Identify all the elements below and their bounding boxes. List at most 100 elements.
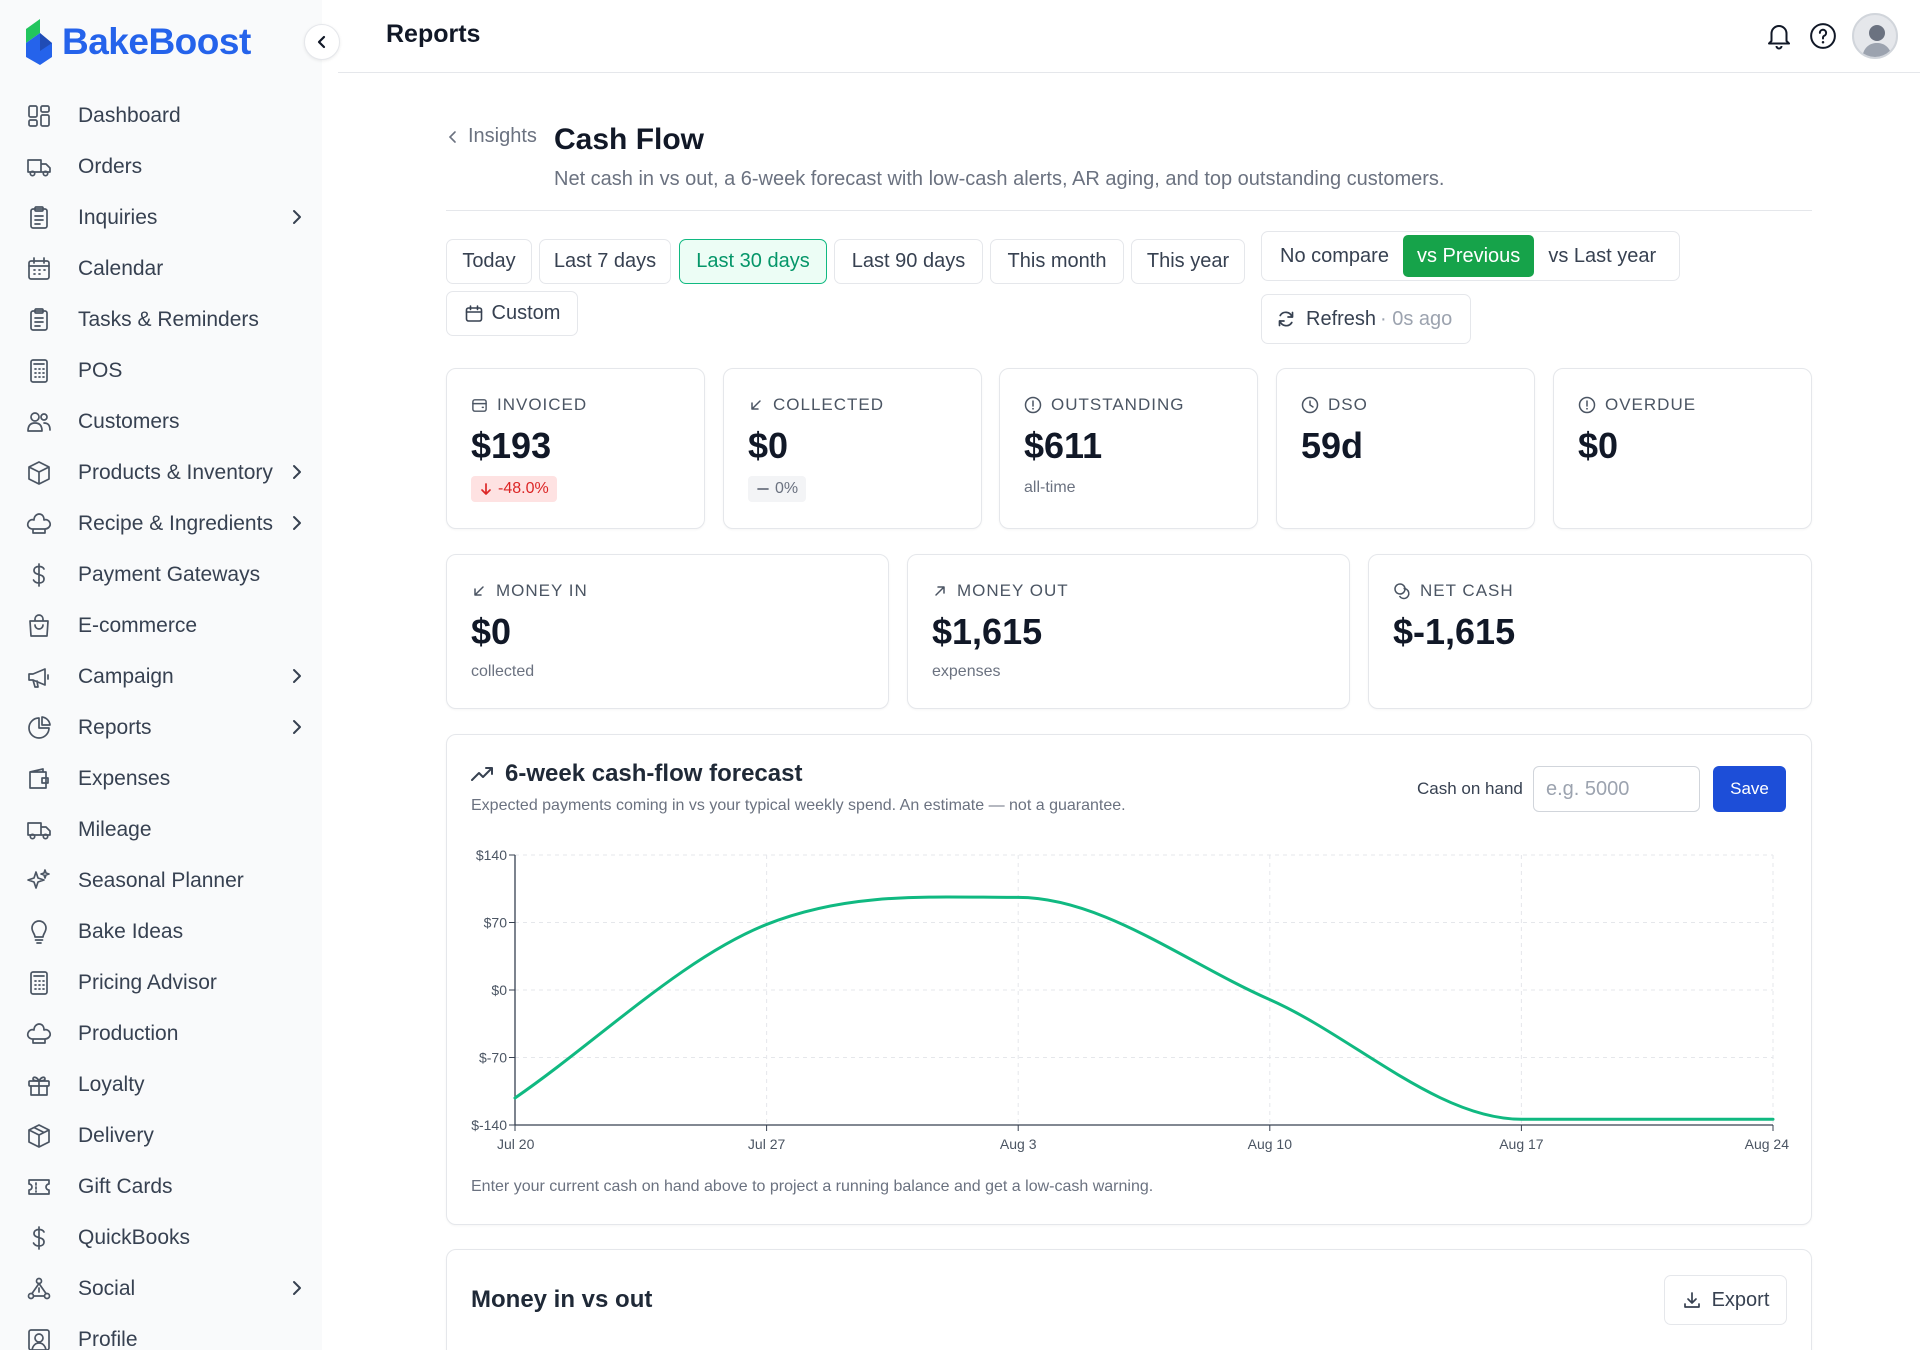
compare-last-year-button[interactable]: vs Last year — [1548, 244, 1657, 267]
x-tick-label: Aug 17 — [1499, 1136, 1544, 1152]
export-button[interactable]: Export — [1664, 1275, 1787, 1325]
sidebar-item-mileage[interactable]: Mileage — [0, 804, 322, 855]
dashboard-icon — [26, 103, 52, 129]
page-subtitle: Net cash in vs out, a 6-week forecast wi… — [554, 168, 1445, 190]
forecast-hint: Enter your current cash on hand above to… — [471, 1178, 1154, 1195]
chevron-right-icon — [288, 667, 306, 690]
kpi-card-invoiced: INVOICED $193 -48.0% — [446, 368, 705, 529]
sidebar-item-profile[interactable]: Profile — [0, 1314, 322, 1350]
sidebar-item-recipe-ingredients[interactable]: Recipe & Ingredients — [0, 498, 322, 549]
export-label: Export — [1711, 1288, 1770, 1311]
sidebar-item-label: Recipe & Ingredients — [78, 511, 273, 535]
calendar-icon — [26, 256, 52, 282]
sidebar-item-pricing-advisor[interactable]: Pricing Advisor — [0, 957, 322, 1008]
sidebar-item-label: E-commerce — [78, 613, 198, 637]
sidebar-item-dashboard[interactable]: Dashboard — [0, 90, 322, 141]
kpi-note: collected — [471, 663, 535, 680]
sidebar-item-label: Orders — [78, 154, 143, 178]
compare-none-button[interactable]: No compare — [1280, 244, 1389, 267]
alert-circle-icon — [1578, 396, 1596, 414]
kpi-label: OUTSTANDING — [1051, 395, 1185, 414]
sidebar-item-orders[interactable]: Orders — [0, 141, 322, 192]
sidebar-item-reports[interactable]: Reports — [0, 702, 322, 753]
arrow-down-left-icon — [751, 400, 761, 410]
share-network-icon — [26, 1276, 52, 1302]
range-month-button[interactable]: This month — [990, 239, 1124, 284]
bell-icon[interactable] — [1764, 21, 1794, 51]
topbar: Reports — [338, 0, 1920, 73]
breadcrumb[interactable]: Insights — [446, 125, 537, 148]
forecast-card: 6-week cash-flow forecast Expected payme… — [446, 734, 1812, 1225]
breadcrumb-insights-link[interactable]: Insights — [468, 125, 537, 147]
cash-on-hand-input[interactable] — [1533, 766, 1700, 812]
kpi-note: expenses — [932, 663, 1001, 680]
sidebar-item-label: Reports — [78, 715, 152, 739]
chevron-right-icon — [288, 718, 306, 741]
page-title: Cash Flow — [554, 123, 705, 156]
sidebar-item-products-inventory[interactable]: Products & Inventory — [0, 447, 322, 498]
kpi-value: $0 — [1578, 425, 1619, 466]
arrow-down-icon — [481, 483, 491, 495]
logo-mark-icon — [26, 19, 52, 65]
kpi-delta: 0% — [775, 480, 799, 497]
x-tick-label: Aug 24 — [1745, 1136, 1790, 1152]
arrow-up-right-icon — [935, 586, 945, 596]
sidebar-item-customers[interactable]: Customers — [0, 396, 322, 447]
range-year-button[interactable]: This year — [1131, 239, 1245, 284]
refresh-timestamp: · 0s ago — [1380, 307, 1453, 330]
compare-previous-button[interactable]: vs Previous — [1402, 235, 1535, 277]
sidebar-item-expenses[interactable]: Expenses — [0, 753, 322, 804]
net-cash-card: NET CASH $-1,615 — [1368, 554, 1812, 709]
sidebar-item-label: Inquiries — [78, 205, 158, 229]
sidebar-item-tasks-reminders[interactable]: Tasks & Reminders — [0, 294, 322, 345]
kpi-header: OUTSTANDING — [1024, 395, 1184, 415]
forecast-title: 6-week cash-flow forecast — [505, 760, 803, 787]
save-cash-button[interactable]: Save — [1713, 766, 1786, 812]
range-custom-button[interactable]: Custom — [446, 291, 578, 336]
kpi-value: $193 — [471, 425, 552, 466]
calendar-icon — [465, 304, 482, 322]
chevron-left-icon — [317, 35, 326, 49]
sidebar-item-bake-ideas[interactable]: Bake Ideas — [0, 906, 322, 957]
y-tick-label: $-140 — [471, 1117, 507, 1133]
sidebar-item-pos[interactable]: POS — [0, 345, 322, 396]
sidebar-item-loyalty[interactable]: Loyalty — [0, 1059, 322, 1110]
calculator-icon — [26, 970, 52, 996]
sidebar-item-production[interactable]: Production — [0, 1008, 322, 1059]
sidebar-item-gift-cards[interactable]: Gift Cards — [0, 1161, 322, 1212]
user-avatar[interactable] — [1852, 13, 1898, 59]
gift-icon — [26, 1072, 52, 1098]
kpi-header: COLLECTED — [748, 395, 884, 415]
sidebar-item-delivery[interactable]: Delivery — [0, 1110, 322, 1161]
minus-icon — [757, 488, 769, 490]
sidebar-item-calendar[interactable]: Calendar — [0, 243, 322, 294]
sidebar-item-payment-gateways[interactable]: Payment Gateways — [0, 549, 322, 600]
megaphone-icon — [26, 664, 52, 690]
user-silhouette-icon — [1862, 25, 1892, 57]
sidebar-item-quickbooks[interactable]: QuickBooks — [0, 1212, 322, 1263]
sidebar-item-e-commerce[interactable]: E-commerce — [0, 600, 322, 651]
range-7d-button[interactable]: Last 7 days — [539, 239, 671, 284]
sidebar-item-label: Gift Cards — [78, 1174, 173, 1198]
range-today-button[interactable]: Today — [446, 239, 532, 284]
sidebar-item-campaign[interactable]: Campaign — [0, 651, 322, 702]
sidebar-item-label: Pricing Advisor — [78, 970, 217, 994]
package-icon — [26, 1123, 52, 1149]
sidebar-item-inquiries[interactable]: Inquiries — [0, 192, 322, 243]
range-90d-button[interactable]: Last 90 days — [834, 239, 983, 284]
brand-logo[interactable]: BakeBoost — [22, 16, 251, 68]
chevron-right-icon — [288, 514, 306, 537]
collapse-sidebar-button[interactable] — [304, 24, 340, 60]
chevron-right-icon — [288, 208, 306, 231]
range-30d-button[interactable]: Last 30 days — [679, 239, 827, 284]
kpi-delta-badge: -48.0% — [471, 476, 557, 502]
topbar-actions — [1764, 13, 1898, 59]
coins-icon — [1394, 583, 1410, 600]
refresh-button[interactable]: Refresh · 0s ago — [1261, 294, 1471, 344]
sidebar-item-seasonal-planner[interactable]: Seasonal Planner — [0, 855, 322, 906]
sidebar-item-social[interactable]: Social — [0, 1263, 322, 1314]
sparkles-icon — [26, 868, 52, 894]
top-title: Reports — [386, 20, 481, 48]
help-icon[interactable] — [1808, 21, 1838, 51]
kpi-label: DSO — [1328, 395, 1368, 414]
